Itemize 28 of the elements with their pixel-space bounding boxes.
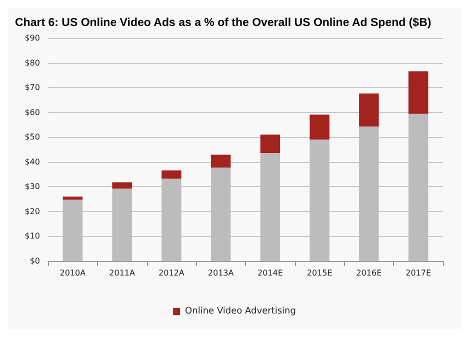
bar	[162, 170, 182, 179]
x-tick-label: 2011A	[109, 268, 136, 278]
y-tick-label: $10	[24, 232, 40, 241]
y-tick-label: $70	[24, 83, 40, 92]
bar	[260, 134, 280, 153]
y-tick-label: $40	[24, 157, 40, 166]
x-tick-label: 2012A	[158, 268, 185, 278]
y-tick-label: $60	[24, 108, 40, 117]
bar	[112, 182, 132, 189]
y-tick-label: $0	[30, 256, 40, 266]
y-tick-label: $20	[24, 206, 40, 216]
y-tick-label: $30	[24, 182, 40, 192]
x-tick-label: 2010A	[60, 268, 86, 278]
bar	[310, 114, 330, 140]
x-tick-label: 2014E	[257, 268, 283, 278]
legend-label: Online Video Advertising	[185, 306, 296, 316]
bar	[210, 154, 231, 168]
bar	[62, 196, 83, 200]
y-tick-label: $50	[24, 132, 40, 142]
y-tick-label: $80	[24, 58, 40, 68]
x-tick-label: 2015E	[306, 268, 332, 278]
bar	[359, 94, 379, 126]
x-tick-label: 2016E	[356, 268, 382, 278]
y-tick-label: $90	[24, 34, 40, 42]
chart-title: Chart 6: US Online Video Ads as a % of the Overall US Online Ad Spend ($B)	[15, 17, 432, 29]
x-tick-label: 2013A	[208, 268, 234, 278]
bar	[408, 71, 428, 114]
x-tick-label: 2017E	[406, 268, 432, 278]
